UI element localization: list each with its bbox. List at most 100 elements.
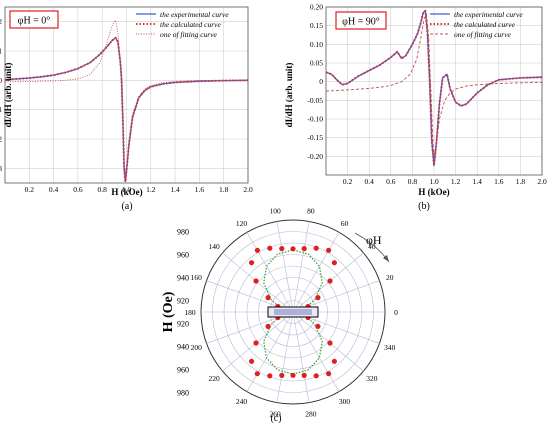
angle-tick-label: 60 bbox=[341, 219, 349, 228]
x-tick-label: 1.6 bbox=[494, 177, 504, 186]
data-point bbox=[279, 246, 285, 252]
legend-label: one of fitting curve bbox=[160, 30, 218, 39]
angle-gridline bbox=[246, 311, 294, 392]
annotation-text: φH = 0° bbox=[18, 16, 51, 27]
angle-gridline bbox=[292, 311, 340, 392]
angle-gridline bbox=[276, 311, 294, 403]
angle-tick-label: 280 bbox=[305, 409, 317, 418]
y-tick-label: 0.05 bbox=[310, 59, 323, 68]
x-tick-label: 0.2 bbox=[25, 185, 35, 194]
angle-gridline bbox=[292, 311, 310, 403]
y-axis-label: dI/dH (arb. unit) bbox=[3, 63, 13, 128]
y-axis-label: dI/dH (arb. unit) bbox=[284, 63, 294, 128]
y-tick-label: 2 bbox=[0, 17, 2, 26]
x-tick-label: 1.0 bbox=[429, 177, 439, 186]
series-lines bbox=[325, 9, 543, 167]
data-point bbox=[267, 373, 273, 379]
x-tick-label: 0.4 bbox=[365, 177, 375, 186]
data-point bbox=[253, 340, 259, 346]
y-tick-label: -2 bbox=[0, 135, 2, 144]
legend-label: the experimental curve bbox=[454, 10, 523, 19]
angle-tick-label: 180 bbox=[184, 308, 196, 317]
angle-tick-label: 160 bbox=[191, 273, 203, 282]
y-tick-label: -0.15 bbox=[307, 133, 323, 142]
x-tick-label: 1.4 bbox=[170, 185, 180, 194]
data-point bbox=[301, 372, 307, 378]
angle-gridline bbox=[246, 232, 294, 313]
angle-tick-label: 80 bbox=[307, 207, 315, 216]
y-axis-ticks: 2 1 0 -1 -2 -3 bbox=[0, 17, 2, 173]
x-tick-label: 0.2 bbox=[343, 177, 353, 186]
legend-label: one of fitting curve bbox=[454, 30, 512, 39]
panel-label: (b) bbox=[418, 201, 430, 212]
y-tick-label: -0.20 bbox=[307, 152, 323, 161]
radial-tick-label: 960 bbox=[177, 251, 189, 260]
data-point bbox=[327, 278, 333, 284]
data-point bbox=[331, 260, 337, 266]
series-line-2 bbox=[325, 9, 543, 167]
radial-tick-label: 940 bbox=[177, 343, 189, 352]
data-point bbox=[315, 323, 321, 329]
angle-tick-label: 320 bbox=[366, 374, 378, 383]
data-point bbox=[254, 371, 260, 377]
panel-label: (a) bbox=[121, 201, 132, 212]
y-tick-label: 0.10 bbox=[310, 40, 323, 49]
data-point bbox=[313, 373, 319, 379]
data-point bbox=[279, 372, 285, 378]
angle-tick-label: 100 bbox=[269, 207, 281, 216]
data-point bbox=[326, 371, 332, 377]
chart-panel-c: 980 980 960 960 940 940 920 920 0 20 40 60 80 100 120… bbox=[161, 207, 398, 424]
x-tick-label: 0.6 bbox=[386, 177, 396, 186]
polar-grid bbox=[200, 219, 386, 405]
angle-tick-labels: 0 20 40 60 80 100 120 140 160 180 200 220 240 260 280 3… bbox=[184, 207, 398, 419]
data-point bbox=[326, 247, 332, 253]
data-point bbox=[290, 372, 296, 378]
angle-gridline bbox=[276, 221, 294, 313]
x-tick-label: 1.8 bbox=[219, 185, 229, 194]
legend-label: the experimental curve bbox=[160, 10, 229, 19]
series-line-3 bbox=[325, 14, 543, 157]
radial-tick-label: 980 bbox=[177, 389, 189, 398]
panel-label: (c) bbox=[270, 413, 281, 424]
angle-gridline bbox=[292, 221, 310, 313]
y-tick-label: -1 bbox=[0, 105, 2, 114]
x-axis-ticks: 0.2 0.4 0.6 0.8 1.0 1.2 1.4 1.6 1.8 2.0 bbox=[25, 185, 253, 194]
y-tick-label: -0.05 bbox=[307, 96, 323, 105]
radial-tick-labels: 980 980 960 960 940 940 920 920 bbox=[177, 228, 189, 398]
angle-label: φH bbox=[366, 233, 382, 247]
chart-panel-a: 2 1 0 -1 -2 -3 0.2 0.4 0.6 0.8 1.0 1.2 1.4 1.6 1.8 2.0… bbox=[0, 6, 253, 212]
series-line-2 bbox=[4, 36, 249, 183]
angle-tick-label: 140 bbox=[208, 242, 220, 251]
annotation-text: φH = 90° bbox=[342, 17, 380, 28]
radial-tick-label: 980 bbox=[177, 228, 189, 237]
x-tick-label: 1.2 bbox=[146, 185, 156, 194]
data-point bbox=[290, 246, 296, 252]
x-tick-label: 0.4 bbox=[49, 185, 59, 194]
x-axis-label: H (kOe) bbox=[418, 187, 449, 197]
x-tick-label: 0.8 bbox=[98, 185, 108, 194]
x-axis-label: H (kOe) bbox=[111, 187, 142, 197]
data-point bbox=[313, 245, 319, 251]
angle-tick-label: 220 bbox=[208, 374, 220, 383]
radial-axis-label: H (Oe) bbox=[161, 291, 176, 332]
data-point bbox=[249, 260, 255, 266]
x-tick-label: 1.6 bbox=[195, 185, 205, 194]
data-point bbox=[249, 358, 255, 364]
angle-gridline bbox=[292, 232, 340, 313]
data-point bbox=[331, 358, 337, 364]
y-tick-label: 1 bbox=[0, 47, 2, 56]
chart-panel-b: 0.20 0.15 0.10 0.05 0 -0.05 -0.10 -0.15 -0.20 0.… bbox=[284, 3, 547, 213]
y-tick-label: 0 bbox=[319, 77, 323, 86]
data-point bbox=[327, 340, 333, 346]
radial-tick-label: 960 bbox=[177, 366, 189, 375]
x-tick-label: 2.0 bbox=[537, 177, 547, 186]
angle-tick-label: 340 bbox=[384, 343, 396, 352]
y-tick-label: -3 bbox=[0, 164, 2, 173]
legend-label: the calculated curve bbox=[160, 20, 221, 29]
angle-tick-label: 260 bbox=[269, 409, 281, 418]
plot-frame bbox=[4, 6, 249, 184]
angle-tick-label: 200 bbox=[191, 343, 203, 352]
